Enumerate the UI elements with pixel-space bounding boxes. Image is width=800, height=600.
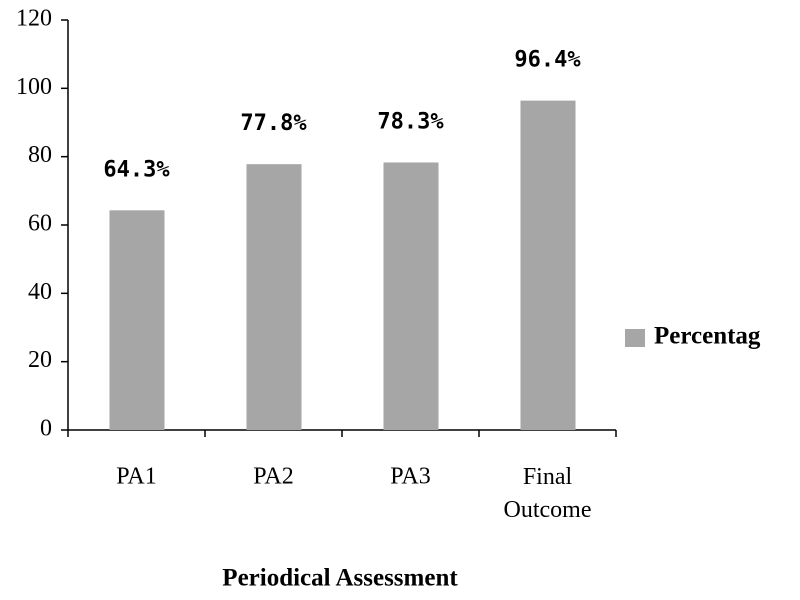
value-label: 77.8% [240, 111, 307, 136]
y-tick-label: 100 [16, 74, 52, 100]
x-tick-label: PA2 [253, 464, 293, 490]
bar [246, 164, 302, 430]
legend-label: Percentag [654, 323, 761, 350]
y-tick-label: 20 [28, 347, 52, 373]
value-label: 64.3% [103, 157, 170, 182]
y-tick-label: 80 [28, 142, 52, 168]
bar [109, 210, 165, 430]
y-tick-label: 120 [16, 6, 52, 32]
x-tick-label: PA1 [116, 464, 156, 490]
x-axis-label: Periodical Assessment [222, 565, 458, 592]
y-tick-label: 0 [40, 416, 52, 442]
y-tick-label: 40 [28, 279, 52, 305]
y-tick-label: 60 [28, 211, 52, 237]
bar [520, 100, 576, 430]
legend-swatch [625, 329, 645, 347]
value-label: 96.4% [514, 48, 581, 73]
x-tick-label: Final Outcome [504, 464, 592, 523]
x-tick-label: PA3 [390, 464, 430, 490]
value-label: 78.3% [377, 109, 444, 134]
bar [383, 162, 439, 430]
